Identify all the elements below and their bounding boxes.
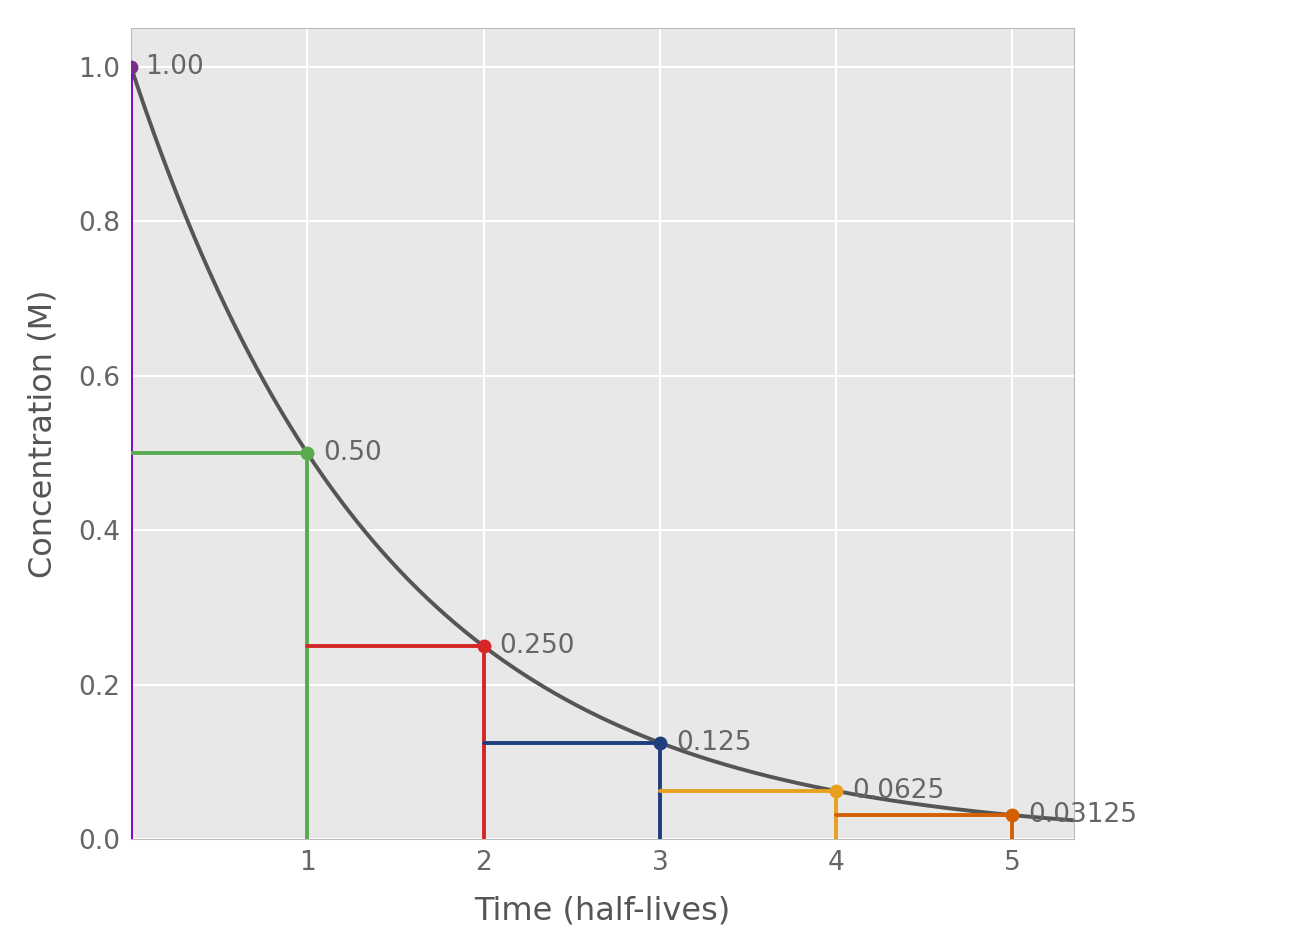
X-axis label: Time (half-lives): Time (half-lives) (474, 896, 731, 927)
Text: 0.03125: 0.03125 (1028, 802, 1137, 828)
Text: 0.250: 0.250 (499, 633, 575, 659)
Text: 0.50: 0.50 (324, 440, 383, 466)
Y-axis label: Concentration (M): Concentration (M) (28, 290, 59, 578)
Text: 0.0625: 0.0625 (852, 778, 945, 804)
Text: 1.00: 1.00 (145, 54, 204, 80)
Text: 0.125: 0.125 (676, 730, 751, 755)
